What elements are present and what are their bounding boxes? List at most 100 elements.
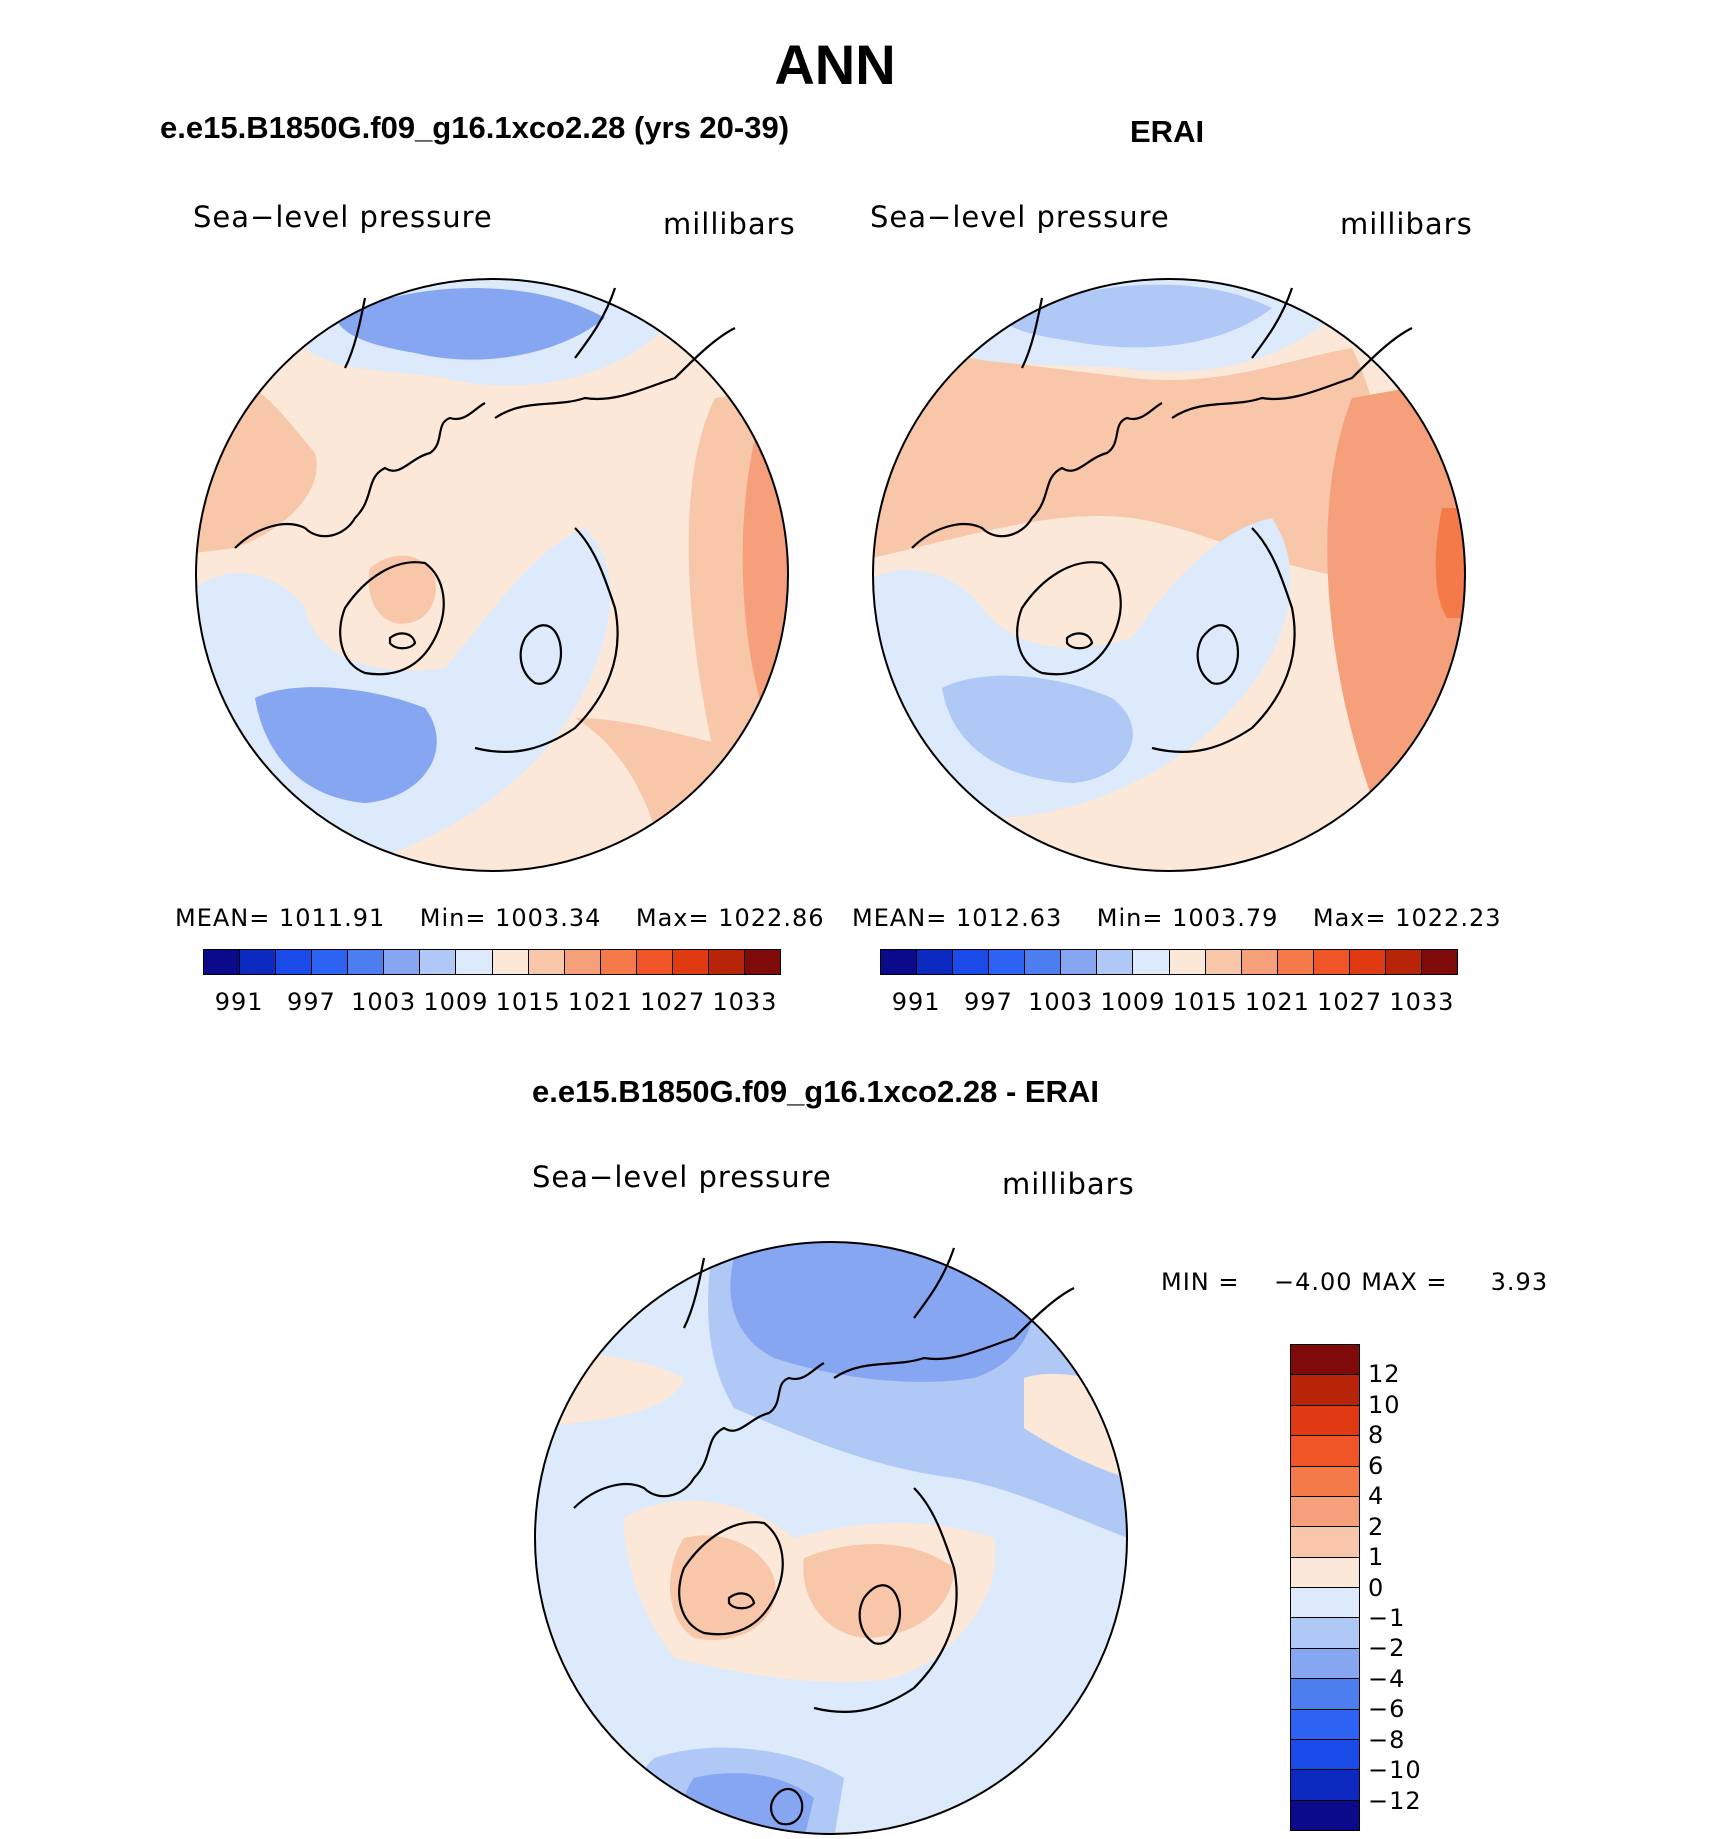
diff-eurasia-positive-core <box>803 1544 954 1638</box>
obs-coastline-iceland <box>1065 632 1094 650</box>
obs-colorbar <box>880 949 1458 975</box>
obs-colorbar-swatch <box>1061 950 1098 974</box>
model-icelandic-low <box>196 528 611 871</box>
diff-colorbar-tick-label: 10 <box>1368 1390 1401 1419</box>
model-colorbar-swatch <box>744 950 780 974</box>
obs-coastline-north-america <box>911 402 1163 549</box>
model-colorbar-swatch <box>708 950 745 974</box>
obs-max-label: Max= <box>1312 904 1387 932</box>
obs-variable-label: Sea−level pressure <box>870 200 1170 234</box>
diff-min-label: MIN = <box>1161 1268 1240 1296</box>
obs-colorbar-tick-label: 1021 <box>1244 988 1310 1016</box>
obs-colorbar-tick-label: 1015 <box>1172 988 1238 1016</box>
diff-colorbar-swatch <box>1291 1648 1359 1680</box>
model-units-label: millibars <box>663 207 796 241</box>
model-colorbar-ticks: 991 997 1003 1009 1015 1021 1027 1033 <box>203 988 781 1018</box>
obs-colorbar-tick-label: 1027 <box>1317 988 1383 1016</box>
diff-colorbar-tick-label: 12 <box>1368 1360 1401 1389</box>
model-colorbar-swatch <box>312 950 349 974</box>
obs-colorbar-swatch <box>953 950 990 974</box>
obs-colorbar-tick-label: 1009 <box>1100 988 1166 1016</box>
obs-coastline-kamchatka <box>1021 287 1294 369</box>
obs-colorbar-swatch <box>1205 950 1242 974</box>
obs-colorbar-swatch <box>1241 950 1278 974</box>
model-coastline-kamchatka <box>344 287 617 369</box>
obs-polar-map <box>872 278 1466 872</box>
diff-greenland-positive-core <box>670 1535 776 1640</box>
diff-colorbar-tick-label: 8 <box>1368 1421 1385 1450</box>
diff-coastline-eurasia <box>813 1287 1075 1714</box>
model-coastline-eurasia <box>474 327 736 754</box>
diff-colorbar-swatch <box>1291 1770 1359 1801</box>
diff-variable-label: Sea−level pressure <box>532 1160 832 1194</box>
diff-colorbar-tick-label: 4 <box>1368 1482 1385 1511</box>
model-colorbar-tick-label: 997 <box>286 988 336 1016</box>
diff-colorbar-swatch <box>1291 1527 1359 1558</box>
obs-units-label: millibars <box>1340 207 1473 241</box>
obs-colorbar-tick-label: 997 <box>963 988 1013 1016</box>
model-greenland-high <box>368 555 436 624</box>
diff-colorbar-swatch <box>1291 1345 1359 1376</box>
obs-colorbar-swatch <box>1025 950 1062 974</box>
diff-coastline-scandinavia <box>858 1584 902 1645</box>
model-mean-label: MEAN= <box>175 904 271 932</box>
diff-max-value: 3.93 <box>1490 1268 1549 1296</box>
diff-colorbar-tick-label: 1 <box>1368 1543 1385 1572</box>
diff-coastline-iceland <box>727 1592 756 1610</box>
model-colorbar-swatch <box>348 950 385 974</box>
diff-colorbar-tick-label: −10 <box>1368 1756 1422 1785</box>
obs-mean-label: MEAN= <box>852 904 948 932</box>
diff-coastline-north-america <box>573 1362 825 1509</box>
obs-colorbar-swatch <box>1349 950 1386 974</box>
model-colorbar-swatch <box>636 950 673 974</box>
model-mean-value: 1011.91 <box>279 904 386 932</box>
model-panel-title: e.e15.B1850G.f09_g16.1xco2.28 (yrs 20-39… <box>160 110 790 145</box>
model-colorbar-swatch <box>672 950 709 974</box>
diff-colorbar-swatch <box>1291 1557 1359 1588</box>
model-colorbar-swatch <box>420 950 457 974</box>
obs-coastline-scandinavia <box>1196 624 1240 685</box>
diff-min-value: −4.00 <box>1274 1268 1353 1296</box>
model-polar-map <box>195 278 789 872</box>
obs-max-value: 1022.23 <box>1395 904 1502 932</box>
obs-min-label: Min= <box>1096 904 1164 932</box>
diff-colorbar-tick-label: −8 <box>1368 1725 1406 1754</box>
obs-aleutian-low-core <box>1002 284 1272 348</box>
diff-coastline-british-isles <box>769 1787 804 1826</box>
model-colorbar-swatch <box>600 950 637 974</box>
diff-colorbar <box>1290 1344 1360 1831</box>
diff-colorbar-swatch <box>1291 1588 1359 1619</box>
model-min-value: 1003.34 <box>495 904 602 932</box>
obs-colorbar-swatch <box>989 950 1026 974</box>
diff-coastline-greenland <box>678 1521 784 1636</box>
model-colorbar-swatch <box>492 950 529 974</box>
diff-colorbar-tick-label: 2 <box>1368 1512 1385 1541</box>
obs-colorbar-swatch <box>1169 950 1206 974</box>
obs-colorbar-swatch <box>1421 950 1457 974</box>
diff-colorbar-swatch <box>1291 1618 1359 1649</box>
model-coastline-north-america <box>234 402 486 549</box>
diff-colorbar-swatch <box>1291 1375 1359 1406</box>
diff-units-label: millibars <box>1002 1167 1135 1201</box>
model-icelandic-low-core <box>255 687 437 803</box>
obs-mean-value: 1012.63 <box>956 904 1063 932</box>
diff-colorbar-ticks: 12 10 8 6 4 2 1 0 −1 −2 −4 −6 −8 −10 −12 <box>1368 1344 1448 1831</box>
obs-colorbar-swatch <box>881 950 918 974</box>
diff-colorbar-swatch <box>1291 1739 1359 1771</box>
diff-colorbar-tick-label: −2 <box>1368 1634 1406 1663</box>
obs-colorbar-swatch <box>1097 950 1134 974</box>
model-colorbar-swatch <box>456 950 493 974</box>
diff-panel-title: e.e15.B1850G.f09_g16.1xco2.28 - ERAI <box>532 1074 1099 1109</box>
main-title: ANN <box>774 33 896 96</box>
obs-icelandic-low-core <box>942 675 1133 783</box>
obs-colorbar-tick-label: 1033 <box>1389 988 1455 1016</box>
diff-colorbar-swatch <box>1291 1800 1359 1830</box>
model-max-value: 1022.86 <box>718 904 825 932</box>
model-max-label: Max= <box>635 904 710 932</box>
model-colorbar-swatch <box>528 950 565 974</box>
diff-colorbar-swatch <box>1291 1496 1359 1528</box>
diff-colorbar-swatch <box>1291 1709 1359 1740</box>
diff-colorbar-tick-label: 6 <box>1368 1451 1385 1480</box>
model-colorbar-swatch <box>204 950 241 974</box>
diff-max-label: MAX = <box>1361 1268 1448 1296</box>
